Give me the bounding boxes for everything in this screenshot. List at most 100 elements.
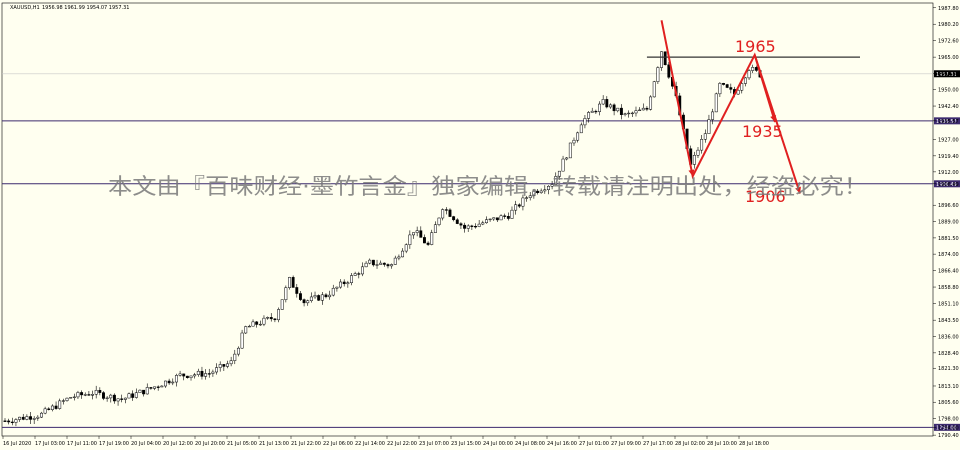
y-tick-label: 1805.60 bbox=[938, 400, 959, 406]
candle-body bbox=[598, 103, 601, 112]
candle-body bbox=[364, 262, 368, 268]
x-tick-label: 22 Jul 22:00 bbox=[387, 441, 417, 447]
candle-body bbox=[379, 262, 383, 265]
y-tick-label: 1881.50 bbox=[938, 236, 959, 242]
candle-body bbox=[448, 209, 452, 217]
candle-body bbox=[426, 242, 430, 245]
candle-body bbox=[609, 104, 612, 108]
candle-body bbox=[660, 51, 663, 68]
candle-body bbox=[215, 367, 218, 373]
y-tick-label: 1957.31 bbox=[938, 72, 959, 78]
candle-body bbox=[444, 209, 448, 211]
candle-body bbox=[725, 84, 729, 88]
candle-body bbox=[123, 397, 127, 400]
candle-body bbox=[525, 197, 529, 199]
x-tick-label: 27 Jul 01:00 bbox=[579, 441, 609, 447]
candle-body bbox=[455, 219, 459, 224]
candle-body bbox=[127, 393, 131, 399]
candle-body bbox=[470, 225, 474, 227]
candle-body bbox=[266, 317, 270, 319]
horizontal-levels: 1935.57 1906.49 1794.00 1957.31 bbox=[2, 70, 960, 431]
y-tick-label: 1798.00 bbox=[938, 417, 959, 423]
candle-body bbox=[21, 416, 25, 420]
candle-body bbox=[288, 277, 291, 288]
candle-body bbox=[185, 375, 189, 378]
candle-body bbox=[178, 373, 182, 376]
candle-body bbox=[495, 217, 499, 221]
candle-body bbox=[58, 400, 62, 409]
candle-body bbox=[149, 387, 153, 389]
candle-body bbox=[54, 405, 58, 409]
candle-body bbox=[262, 317, 266, 325]
candle-body bbox=[244, 326, 248, 334]
price-level-label: 1935.57 bbox=[936, 119, 957, 125]
candle-body bbox=[532, 190, 536, 197]
x-tick-label: 22 Jul 06:00 bbox=[323, 441, 353, 447]
candle-body bbox=[568, 142, 572, 159]
candle-body bbox=[565, 157, 569, 160]
target-1935-line bbox=[753, 54, 776, 123]
candle-body bbox=[50, 405, 54, 410]
y-tick-label: 1942.40 bbox=[938, 104, 959, 110]
candle-body bbox=[630, 112, 634, 115]
candle-body bbox=[594, 110, 598, 113]
y-tick-label: 1851.10 bbox=[938, 302, 959, 308]
candle-body bbox=[503, 215, 507, 217]
x-tick-label: 24 Jul 00:00 bbox=[483, 441, 513, 447]
x-tick-label: 24 Jul 08:00 bbox=[515, 441, 545, 447]
candle-body bbox=[477, 223, 481, 227]
y-tick-label: 1828.40 bbox=[938, 351, 959, 357]
candle-body bbox=[736, 89, 740, 95]
candle-body bbox=[536, 190, 539, 193]
candle-body bbox=[408, 234, 412, 245]
candle-body bbox=[36, 416, 40, 419]
y-tick-label: 1794.00 bbox=[938, 425, 959, 431]
candle-body bbox=[466, 225, 470, 229]
plot-border bbox=[1, 2, 934, 437]
candle-body bbox=[269, 317, 273, 320]
candle-body bbox=[623, 113, 627, 115]
x-tick-label: 17 Jul 19:00 bbox=[99, 441, 129, 447]
candle-body bbox=[638, 109, 642, 112]
candle-body bbox=[422, 237, 426, 244]
candle-body bbox=[371, 259, 375, 266]
candle-body bbox=[401, 250, 405, 258]
candle-body bbox=[112, 394, 116, 402]
candle-body bbox=[196, 370, 200, 375]
candle-body bbox=[390, 264, 394, 267]
candle-body bbox=[353, 273, 357, 276]
x-tick-label: 28 Jul 18:00 bbox=[739, 441, 769, 447]
candle-body bbox=[382, 262, 386, 265]
candle-body bbox=[718, 83, 722, 95]
candles bbox=[3, 51, 762, 427]
arrowhead-swing-low bbox=[688, 169, 695, 177]
candle-body bbox=[247, 325, 251, 328]
candle-body bbox=[80, 392, 84, 396]
candle-body bbox=[692, 155, 696, 165]
x-tick-label: 28 Jul 10:00 bbox=[707, 441, 737, 447]
y-tick-label: 1874.00 bbox=[938, 252, 959, 258]
candle-body bbox=[7, 420, 11, 423]
candle-body bbox=[328, 294, 332, 298]
x-tick-label: 22 Jul 14:00 bbox=[355, 441, 385, 447]
candle-body bbox=[601, 99, 605, 105]
candle-body bbox=[616, 107, 620, 112]
candle-body bbox=[404, 244, 408, 252]
candle-body bbox=[200, 370, 204, 377]
candle-body bbox=[167, 380, 171, 384]
candle-body bbox=[240, 332, 244, 349]
candle-body bbox=[342, 281, 346, 285]
candle-body bbox=[218, 364, 222, 368]
candle-body bbox=[98, 390, 102, 393]
candle-body bbox=[539, 190, 543, 193]
candle-body bbox=[707, 119, 711, 134]
candle-body bbox=[722, 83, 725, 85]
candle-body bbox=[331, 287, 335, 296]
candle-body bbox=[91, 394, 94, 396]
candle-body bbox=[397, 256, 401, 259]
arrowhead-1935 bbox=[770, 115, 777, 123]
candle-body bbox=[69, 397, 73, 399]
candle-body bbox=[313, 295, 317, 298]
y-tick-label: 1790.40 bbox=[938, 433, 959, 439]
